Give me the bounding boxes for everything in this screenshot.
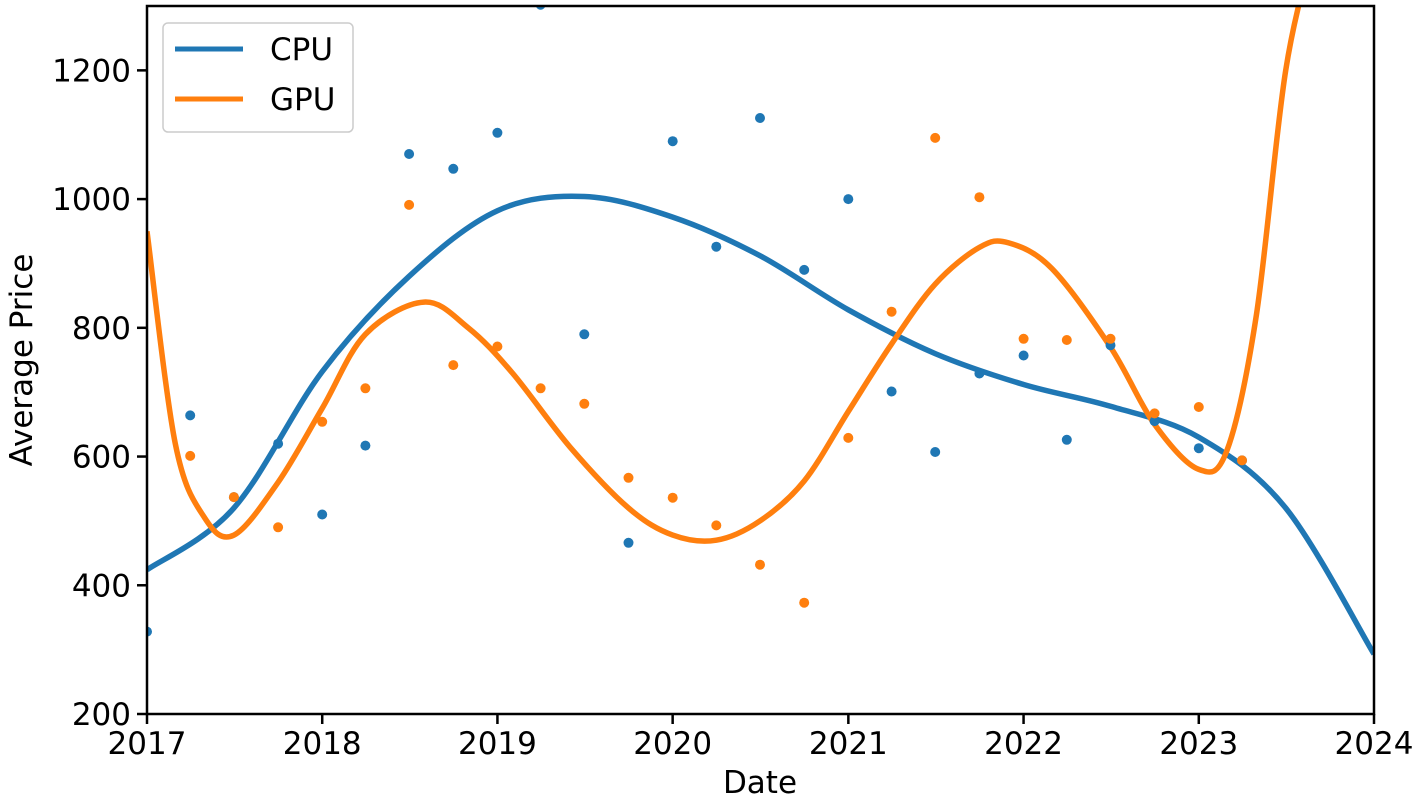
x-tick-label-2022: 2022	[984, 726, 1063, 762]
data-point-cpu	[843, 194, 854, 205]
x-tick-label-2021: 2021	[809, 726, 888, 762]
y-tick-label-400: 400	[72, 568, 131, 604]
plot-marks	[147, 6, 1374, 656]
data-point-cpu	[799, 264, 810, 275]
data-point-gpu	[185, 450, 196, 461]
data-point-gpu	[1237, 455, 1247, 466]
x-axis: 2017 2018 2019 2020 2021 2022 2023 2024	[108, 714, 1414, 762]
data-point-gpu	[228, 492, 239, 503]
data-point-gpu	[755, 559, 765, 570]
data-point-gpu	[667, 492, 678, 503]
data-point-gpu	[623, 472, 634, 483]
y-tick-label-200: 200	[72, 697, 131, 733]
data-point-gpu	[886, 306, 897, 317]
trend-line-cpu	[147, 193, 1374, 656]
legend: CPU GPU	[162, 22, 354, 133]
legend-label-gpu: GPU	[270, 82, 335, 118]
data-point-gpu	[1105, 333, 1116, 344]
y-tick-label-1000: 1000	[52, 182, 131, 218]
data-point-gpu	[1018, 333, 1029, 344]
data-point-cpu	[1061, 434, 1072, 445]
data-point-cpu	[360, 440, 371, 451]
data-point-cpu	[1193, 443, 1204, 454]
data-point-gpu	[930, 132, 941, 143]
data-point-gpu	[404, 199, 415, 210]
data-point-cpu	[448, 163, 459, 174]
data-point-cpu	[667, 136, 678, 147]
legend-label-cpu: CPU	[270, 32, 333, 68]
data-point-cpu	[711, 241, 722, 252]
x-tick-label-2024: 2024	[1335, 726, 1414, 762]
y-axis-label: Average Price	[4, 254, 40, 467]
data-point-gpu	[360, 383, 371, 394]
data-point-gpu	[492, 341, 503, 352]
data-point-cpu	[623, 537, 634, 548]
y-tick-label-800: 800	[72, 311, 131, 347]
data-point-gpu	[1149, 408, 1160, 419]
x-tick-label-2023: 2023	[1159, 726, 1238, 762]
data-point-gpu	[974, 192, 985, 203]
data-point-gpu	[1061, 335, 1072, 345]
data-point-cpu	[404, 149, 415, 159]
x-axis-label: Date	[723, 765, 797, 800]
x-tick-label-2019: 2019	[458, 726, 537, 762]
y-tick-label-600: 600	[72, 440, 131, 476]
data-point-gpu	[799, 597, 810, 608]
data-point-cpu	[886, 386, 897, 397]
x-tick-label-2018: 2018	[283, 726, 362, 762]
data-point-gpu	[317, 416, 328, 427]
trend-line-gpu	[147, 6, 1302, 544]
data-point-gpu	[1193, 402, 1204, 412]
x-tick-label-2017: 2017	[108, 726, 187, 762]
data-point-gpu	[273, 522, 284, 533]
data-point-cpu	[1149, 416, 1160, 427]
data-point-cpu	[930, 447, 941, 457]
data-point-cpu	[185, 410, 196, 421]
data-point-cpu	[273, 438, 284, 449]
y-tick-label-1200: 1200	[52, 53, 131, 89]
data-point-gpu	[448, 360, 459, 371]
data-point-cpu	[579, 329, 590, 340]
data-point-gpu	[711, 520, 722, 531]
data-point-gpu	[579, 398, 590, 409]
x-tick-label-2020: 2020	[633, 726, 712, 762]
y-axis: 200 400 600 800 1000 1200	[52, 53, 147, 733]
data-point-cpu	[1018, 350, 1029, 361]
data-point-gpu	[843, 432, 854, 443]
plot-frame	[145, 4, 1376, 716]
data-point-cpu	[492, 127, 503, 138]
data-point-cpu	[974, 368, 985, 379]
data-point-cpu	[755, 113, 765, 123]
data-point-gpu	[535, 383, 546, 394]
data-point-cpu	[317, 509, 328, 520]
